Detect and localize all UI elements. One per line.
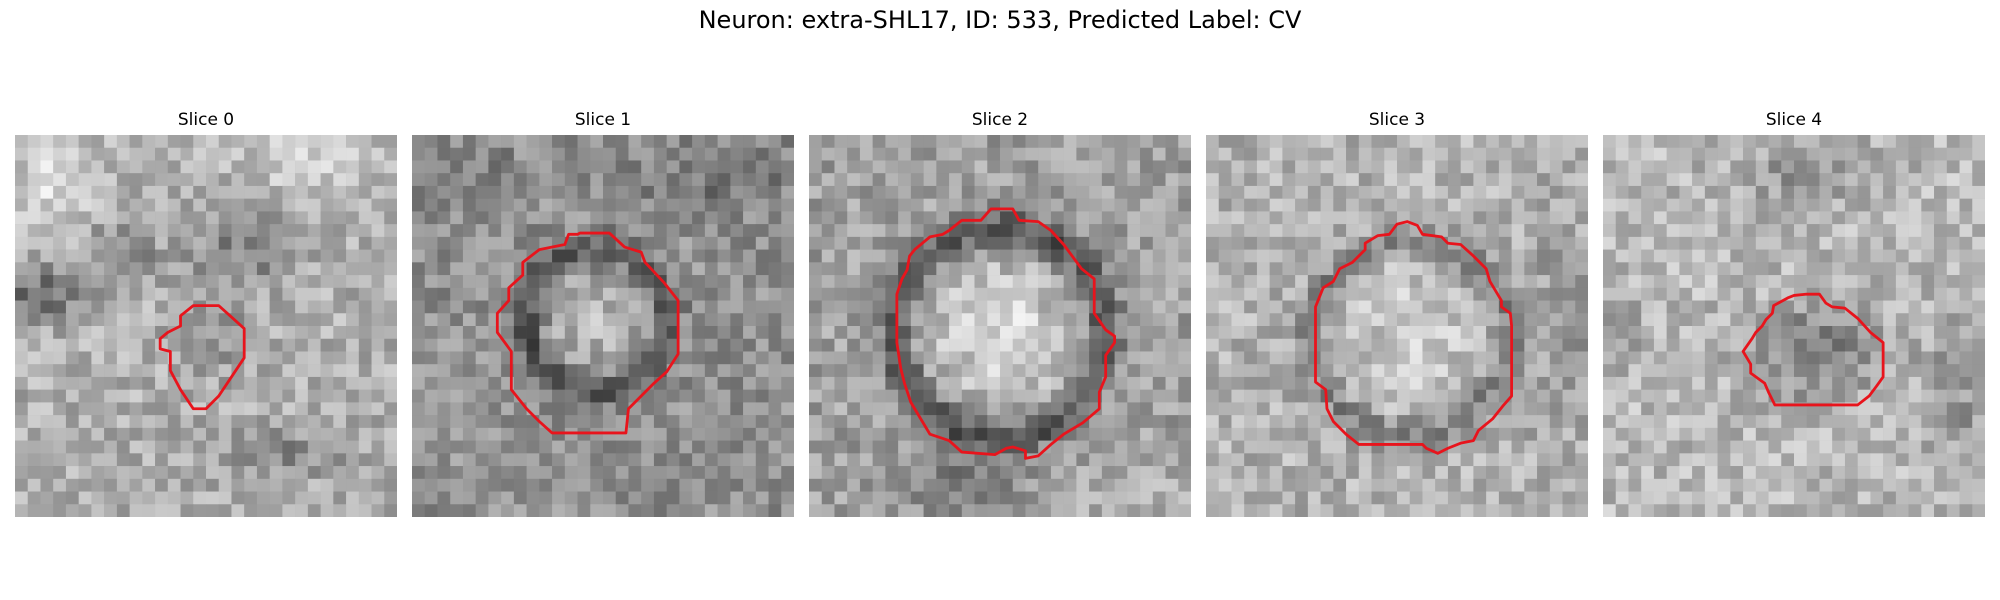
slice-title: Slice 2 <box>971 110 1029 130</box>
cell-contour <box>495 231 680 435</box>
slice-image <box>809 135 1191 517</box>
slice-image <box>1603 135 1985 517</box>
slice-image <box>1206 135 1588 517</box>
slice-image <box>412 135 794 517</box>
slice-image <box>15 135 397 517</box>
cell-contour <box>1314 220 1514 455</box>
slice-title: Slice 3 <box>1368 110 1426 130</box>
cell-contour <box>158 304 246 411</box>
slice-panel-4: Slice 4 <box>1601 108 1987 517</box>
slice-title: Slice 1 <box>574 110 632 130</box>
slice-panel-2: Slice 2 <box>807 108 1193 517</box>
slice-title: Slice 4 <box>1765 110 1823 130</box>
slice-title: Slice 0 <box>177 110 235 130</box>
slice-panel-1: Slice 1 <box>410 108 796 517</box>
slice-panel-0: Slice 0 <box>13 108 399 517</box>
figure-title: Neuron: extra-SHL17, ID: 533, Predicted … <box>698 6 1302 34</box>
slice-panel-3: Slice 3 <box>1204 108 1590 517</box>
cell-contour <box>1741 292 1885 407</box>
cell-contour <box>895 207 1117 460</box>
